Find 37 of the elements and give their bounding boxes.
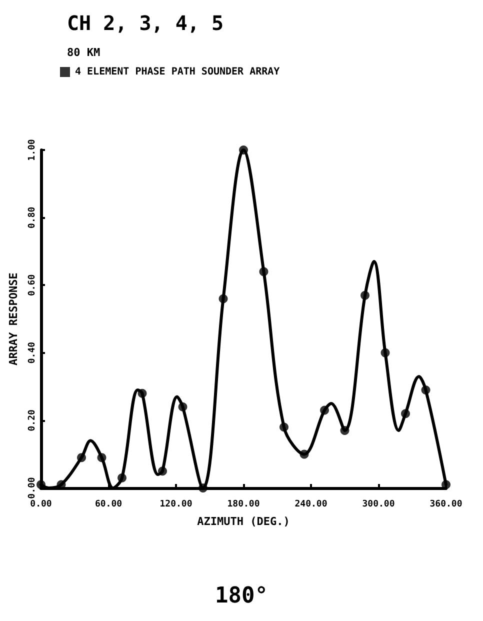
point — [198, 484, 208, 492]
point — [36, 480, 46, 490]
point — [380, 348, 390, 358]
point — [118, 473, 126, 482]
point — [300, 450, 309, 459]
y-tick-label: 1.00 — [28, 139, 38, 161]
y-tick-label: 0.80 — [28, 206, 38, 228]
chart-title: CH 2, 3, 4, 5 — [67, 11, 224, 35]
point — [239, 146, 248, 154]
y-axis-title: ARRAY RESPONSE — [7, 272, 20, 366]
x-tick-label: 300.00 — [362, 500, 395, 510]
point — [218, 294, 228, 304]
point — [138, 388, 147, 398]
point — [320, 406, 329, 415]
point — [97, 453, 106, 462]
x-tick-label: 180.00 — [227, 500, 260, 510]
x-axis-title: AZIMUTH (DEG.) — [197, 515, 290, 528]
x-tick-label: 120.00 — [160, 500, 192, 510]
y-tick-label: 0.20 — [28, 410, 38, 432]
point — [280, 422, 288, 432]
point — [158, 466, 167, 476]
point — [401, 409, 410, 418]
y-tick-label: 0.40 — [28, 342, 38, 364]
y-tick-label: 0.60 — [28, 274, 38, 296]
point — [360, 290, 370, 300]
x-tick-label: 360.00 — [430, 500, 462, 510]
point — [77, 453, 86, 462]
point — [259, 267, 268, 276]
x-tick-label: 60.00 — [94, 500, 122, 510]
chart-subtitle: 80 KM — [67, 46, 100, 59]
text: 180° — [215, 584, 268, 608]
point — [340, 426, 350, 436]
point — [421, 385, 430, 394]
point — [442, 480, 450, 490]
point — [178, 402, 188, 412]
legend-label: 4 ELEMENT PHASE PATH SOUNDER ARRAY — [75, 66, 280, 78]
x-tick-label: 240.00 — [294, 500, 328, 510]
